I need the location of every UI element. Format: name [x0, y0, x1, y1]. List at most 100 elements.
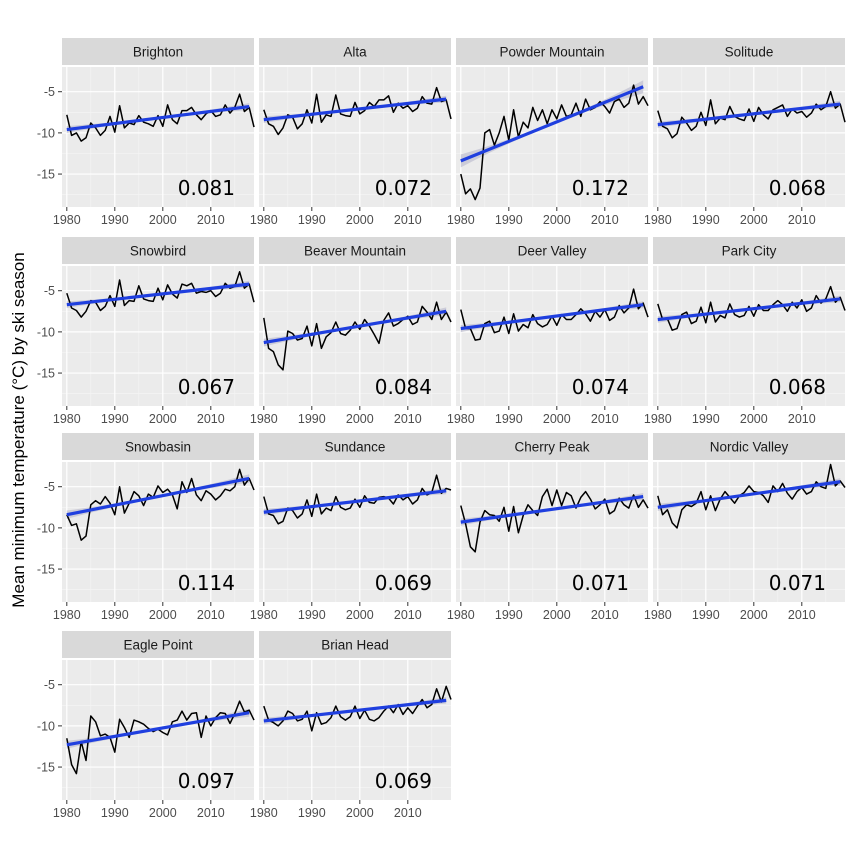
trend-line	[263, 698, 447, 723]
temperature-series-line	[66, 468, 255, 541]
strip-title: Cherry Peak	[514, 440, 589, 455]
x-tick-label: 2000	[740, 412, 768, 426]
x-tick-label: 2010	[197, 213, 225, 227]
x-tick-label: 1990	[101, 608, 129, 622]
x-tick-label: 2010	[394, 213, 422, 227]
strip-title: Sundance	[325, 440, 386, 455]
x-tick-label: 2000	[740, 608, 768, 622]
y-tick-label: -10	[37, 325, 55, 339]
x-tick-label: 1990	[298, 608, 326, 622]
x-tick-label: 2010	[591, 608, 619, 622]
x-tick-label: 2010	[394, 806, 422, 820]
temperature-series-line	[66, 700, 255, 775]
x-tick-label: 2010	[788, 213, 816, 227]
x-tick-label: 2000	[149, 213, 177, 227]
strip-title: Alta	[343, 45, 367, 60]
slope-label: 0.071	[769, 571, 826, 595]
slope-label: 0.068	[769, 176, 826, 200]
temperature-series-line	[460, 288, 649, 341]
strip-background	[456, 237, 648, 264]
strip-background	[62, 433, 254, 460]
facet-panel: Powder Mountain 0.172 1980 1990 2000 2010	[447, 38, 649, 227]
trend-line	[263, 309, 447, 345]
x-tick-label: 2000	[346, 412, 374, 426]
trend-line	[460, 85, 644, 163]
facet-panel: Sundance 0.069 1980 1990 2000 2010	[250, 433, 452, 622]
trend-line	[66, 104, 250, 132]
x-tick-label: 1990	[495, 608, 523, 622]
strip-background	[62, 631, 254, 658]
plot-background	[653, 67, 845, 207]
x-tick-label: 1990	[495, 412, 523, 426]
x-tick-label: 2000	[149, 412, 177, 426]
x-tick-label: 2000	[149, 806, 177, 820]
x-tick-label: 1980	[644, 213, 672, 227]
x-tick-label: 1990	[692, 213, 720, 227]
y-tick-label: -10	[37, 719, 55, 733]
slope-label: 0.067	[178, 375, 235, 399]
x-tick-label: 2010	[591, 213, 619, 227]
x-tick-label: 1990	[298, 412, 326, 426]
strip-title: Beaver Mountain	[304, 244, 406, 259]
x-tick-label: 1990	[298, 806, 326, 820]
facet-panel: Nordic Valley 0.071 1980 1990 2000 2010	[644, 433, 846, 622]
facet-panel: Brighton 0.081 1980 1990 2000 2010 -5 -10 -15	[37, 38, 255, 227]
y-tick-label: -15	[37, 761, 55, 775]
trend-line	[263, 489, 447, 514]
strip-title: Park City	[722, 244, 777, 259]
strip-title: Deer Valley	[518, 244, 587, 259]
x-tick-label: 1980	[447, 608, 475, 622]
x-tick-label: 1980	[644, 608, 672, 622]
slope-label: 0.071	[572, 571, 629, 595]
plot-background	[456, 266, 648, 406]
strip-title: Solitude	[725, 45, 774, 60]
trend-line	[657, 480, 841, 509]
strip-background	[653, 237, 845, 264]
x-tick-label: 2010	[394, 608, 422, 622]
plot-background	[62, 67, 254, 207]
y-tick-label: -10	[37, 126, 55, 140]
y-tick-label: -10	[37, 521, 55, 535]
x-tick-label: 1990	[495, 213, 523, 227]
x-tick-label: 1980	[53, 608, 81, 622]
y-axis-label: Mean minimum temperature (°C) by ski sea…	[9, 252, 28, 607]
x-tick-label: 1990	[101, 806, 129, 820]
y-tick-label: -15	[37, 367, 55, 381]
y-tick-label: -15	[37, 563, 55, 577]
slope-label: 0.068	[769, 375, 826, 399]
plot-background	[259, 67, 451, 207]
facet-panel: Beaver Mountain 0.084 1980 1990 2000 2010	[250, 237, 452, 426]
facet-panel: Brian Head 0.069 1980 1990 2000 2010	[250, 631, 452, 820]
x-tick-label: 2010	[197, 412, 225, 426]
strip-background	[653, 38, 845, 65]
strip-background	[259, 237, 451, 264]
x-tick-label: 1990	[692, 608, 720, 622]
x-tick-label: 2010	[788, 608, 816, 622]
temperature-series-line	[460, 488, 649, 553]
y-tick-label: -5	[44, 284, 55, 298]
x-tick-label: 2010	[197, 608, 225, 622]
trend-line	[66, 476, 250, 517]
facet-panel: Park City 0.068 1980 1990 2000 2010	[644, 237, 846, 426]
x-tick-label: 1980	[250, 806, 278, 820]
strip-background	[62, 38, 254, 65]
facet-panel: Eagle Point 0.097 1980 1990 2000 2010 -5 -10 -15	[37, 631, 255, 820]
facet-panel: Alta 0.072 1980 1990 2000 2010	[250, 38, 452, 227]
y-tick-label: -5	[44, 480, 55, 494]
strip-title: Snowbird	[130, 244, 186, 259]
x-tick-label: 1980	[644, 412, 672, 426]
x-tick-label: 2000	[149, 608, 177, 622]
trend-line	[657, 297, 841, 322]
slope-label: 0.069	[375, 571, 432, 595]
x-tick-label: 2000	[346, 213, 374, 227]
strip-background	[259, 38, 451, 65]
x-tick-label: 1980	[250, 412, 278, 426]
strip-title: Brian Head	[321, 638, 389, 653]
trend-line	[460, 303, 644, 331]
plot-background	[259, 660, 451, 800]
y-tick-label: -5	[44, 85, 55, 99]
x-tick-label: 1980	[250, 213, 278, 227]
x-tick-label: 2010	[788, 412, 816, 426]
slope-label: 0.084	[375, 375, 432, 399]
